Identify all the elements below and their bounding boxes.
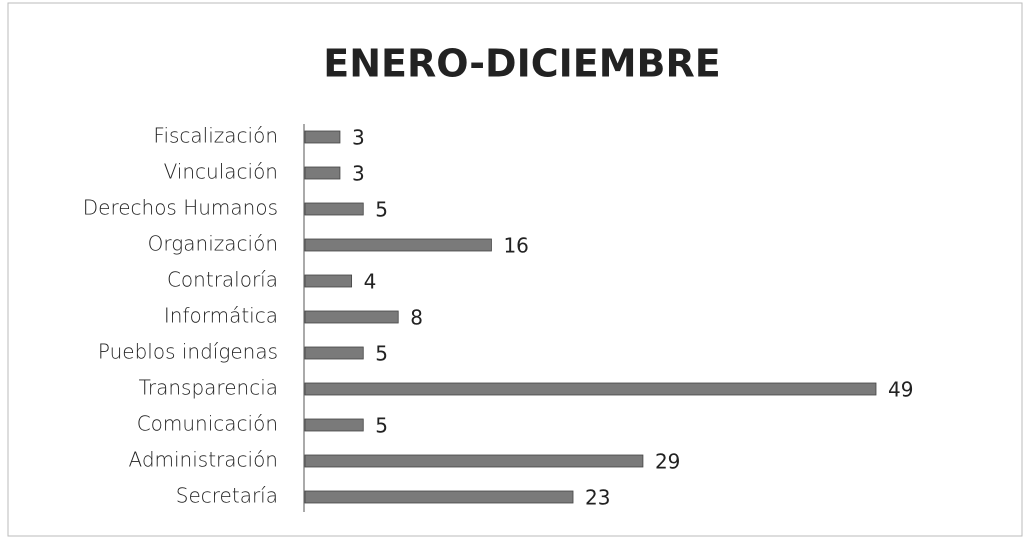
value-label: 16 (503, 234, 528, 258)
value-label: 29 (655, 450, 680, 474)
bar (304, 346, 364, 360)
value-label: 3 (352, 126, 365, 150)
bar (304, 418, 364, 432)
bar (304, 490, 574, 504)
bar (304, 274, 353, 288)
category-label: Comunicación (137, 412, 278, 436)
bar (304, 454, 644, 468)
category-label: Informática (164, 304, 278, 328)
value-label: 4 (364, 270, 377, 294)
chart-title: ENERO-DICIEMBRE (323, 42, 720, 86)
category-label: Pueblos indígenas (98, 340, 278, 364)
category-label: Administración (128, 448, 278, 472)
bar (304, 238, 492, 252)
value-label: 8 (410, 306, 423, 330)
value-label: 5 (375, 342, 388, 366)
bar (304, 382, 877, 396)
bar (304, 130, 341, 144)
category-label: Transparencia (139, 376, 278, 400)
bar (304, 310, 399, 324)
category-label: Organización (148, 232, 278, 256)
value-label: 49 (888, 378, 913, 402)
value-label: 23 (585, 486, 610, 510)
value-label: 5 (375, 198, 388, 222)
category-label: Contraloría (167, 268, 278, 292)
category-label: Fiscalización (153, 124, 278, 148)
frame (7, 2, 1023, 537)
value-label: 3 (352, 162, 365, 186)
value-label: 5 (375, 414, 388, 438)
category-label: Vinculación (164, 160, 278, 184)
bar (304, 202, 364, 216)
category-label: Derechos Humanos (83, 196, 278, 220)
category-label: Secretaría (176, 484, 278, 508)
bar (304, 166, 341, 180)
